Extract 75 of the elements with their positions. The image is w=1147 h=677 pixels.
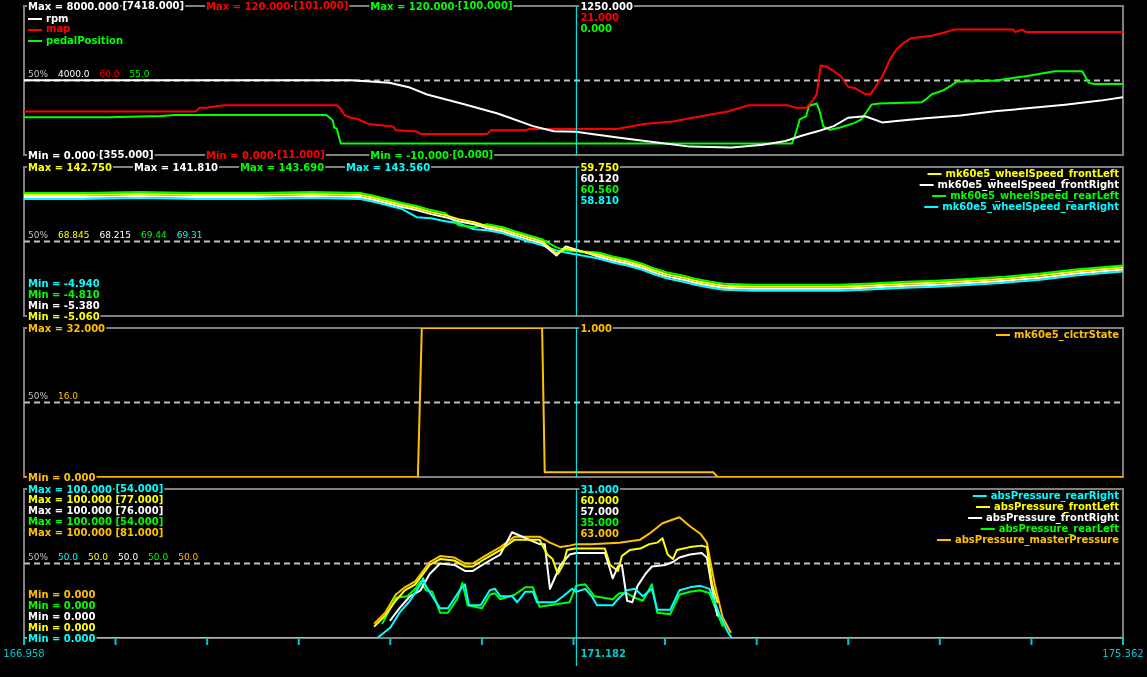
y-tick-label: Max = 8000.000 xyxy=(28,1,120,12)
y-tick-label: Min = 0.000 xyxy=(28,472,96,483)
annotation: 63.000 xyxy=(580,528,620,539)
ref-line-label: 171.182 xyxy=(580,648,626,659)
annotation: 59.750 xyxy=(580,162,620,173)
annotation: Max = 143.690 xyxy=(240,162,325,173)
legend-label: rpm xyxy=(46,12,69,24)
annotation: Max = 100.000 [54.000] xyxy=(28,516,164,527)
x-tick-label: 166.958 xyxy=(3,648,45,659)
y3-tick-label: Max = 120.000 xyxy=(370,1,455,12)
y-tick-label: Max = 32.000 xyxy=(28,323,106,334)
ref-line-label: 4000.0 xyxy=(58,68,90,79)
legend-label: map xyxy=(46,23,71,34)
annotation: Max = 143.560 xyxy=(346,162,431,173)
legend-label: mk60e5_wheelSpeed_rearRight xyxy=(942,200,1120,213)
legend-label: absPressure_masterPressure xyxy=(954,533,1120,546)
annotation: 58.810 xyxy=(580,195,620,206)
annotation: Max = 100.000 [77.000] xyxy=(28,494,164,505)
annotation: Min = -4.810 xyxy=(28,289,100,300)
y-tick-label: Max = 142.750 xyxy=(28,162,113,173)
ref-line-label: 50.0 xyxy=(58,551,79,562)
annotation: 68.215 xyxy=(99,229,131,240)
y-tick-label: Min = 0.000 xyxy=(28,150,96,161)
annotation: 60.560 xyxy=(580,184,620,195)
y3-tick-label: Min = -10.000 xyxy=(370,150,449,161)
annotation: 57.000 xyxy=(580,506,620,517)
annotation: 1.000 xyxy=(580,323,613,334)
annotation: [101.000] xyxy=(293,0,349,11)
annotation: 50.0 xyxy=(148,551,169,562)
annotation: 21.000 xyxy=(580,12,620,23)
annotation: Max = 141.810 xyxy=(134,162,219,173)
annotation: 60.0 xyxy=(99,68,120,79)
annotation: 0.000 xyxy=(580,23,613,34)
annotation: 31.000 xyxy=(580,484,620,495)
legend-label: absPressure_rearLeft xyxy=(998,522,1120,535)
annotation: 69.31 xyxy=(176,229,203,240)
annotation: [355.000] xyxy=(98,149,154,160)
annotation: [100.000] xyxy=(457,0,513,11)
legend-label: absPressure_frontLeft xyxy=(994,500,1120,513)
annotation: [11.000] xyxy=(277,149,325,160)
annotation: 50.0 xyxy=(88,551,109,562)
annotation: 50.0 xyxy=(118,551,139,562)
annotation: 1250.000 xyxy=(580,1,633,12)
annotation: [0.000] xyxy=(452,149,494,160)
annotation: 60.000 xyxy=(580,495,620,506)
ref-line-label: 68.845 xyxy=(58,229,90,240)
annotation: 60.120 xyxy=(580,173,620,184)
y2-tick-label: Min = 0.000 xyxy=(206,150,274,161)
y2-tick-label: Max = 120.000 xyxy=(206,1,291,12)
annotation: 35.000 xyxy=(580,517,620,528)
annotation: Max = 100.000 [76.000] xyxy=(28,505,164,516)
annotation: 50.0 xyxy=(178,551,199,562)
x-tick-label: 175.362 xyxy=(1102,648,1144,659)
legend-label: pedalPosition xyxy=(46,35,124,46)
annotation: [7418.000] xyxy=(122,0,185,11)
legend-label: mk60e5_wheelSpeed_rearLeft xyxy=(950,189,1120,202)
legend-label: absPressure_frontRight xyxy=(986,511,1120,524)
y-tick-label: Min = 0.000 xyxy=(28,633,96,644)
annotation: 69.44 xyxy=(140,229,168,240)
annotation: Min = -4.940 xyxy=(28,278,100,289)
y-tick-label: Max = 100.000 xyxy=(28,484,113,495)
annotation: 50% xyxy=(28,68,49,79)
annotation: Min = -5.380 xyxy=(28,300,100,311)
legend-label: absPressure_rearRight xyxy=(990,489,1120,502)
legend-label: mk60e5_wheelSpeed_frontRight xyxy=(937,178,1120,191)
y-tick-label: Min = -5.060 xyxy=(28,311,100,322)
ref-line-label: 16.0 xyxy=(58,390,79,401)
annotation: 50% xyxy=(28,551,49,562)
legend-label: mk60e5_clctrState xyxy=(1013,328,1120,341)
annotation: 50% xyxy=(28,229,49,240)
annotation: [54.000] xyxy=(115,483,164,494)
legend-label: mk60e5_wheelSpeed_frontLeft xyxy=(945,167,1120,180)
annotation: Max = 100.000 [81.000] xyxy=(28,527,164,538)
annotation: 55.0 xyxy=(129,68,150,79)
annotation: 50% xyxy=(28,390,49,401)
